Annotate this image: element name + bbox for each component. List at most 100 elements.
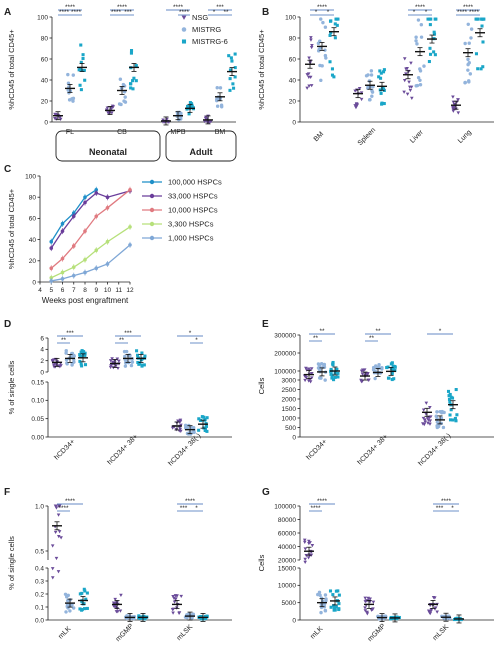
x-axis-label: Weeks post engraftment	[42, 296, 129, 305]
point-mistrg6	[385, 366, 389, 370]
sig-stars: *	[189, 330, 192, 337]
point-mistrg6	[449, 395, 453, 399]
point-nsg	[360, 372, 365, 376]
point-mistrg6	[233, 52, 237, 56]
point-mistrg6	[79, 43, 83, 47]
point-mistrg	[130, 360, 135, 364]
sig-stars: ****	[111, 9, 122, 16]
data-point	[83, 270, 87, 275]
sig-stars: ****	[317, 4, 328, 11]
point-mistrg	[463, 81, 467, 85]
point-mistrg	[66, 72, 70, 77]
point-mistrg	[364, 74, 369, 78]
x-category-label: Lung	[457, 129, 473, 145]
y-tick-label: 200000	[274, 350, 296, 357]
point-mistrg	[70, 603, 74, 607]
sig-stars: **	[61, 337, 67, 344]
sig-stars: ***	[436, 505, 444, 512]
legend-marker	[149, 235, 155, 241]
point-mistrg6	[448, 418, 453, 422]
point-nsg	[407, 85, 412, 89]
x-category-label: mLK	[57, 625, 72, 640]
sig-stars: ****	[117, 4, 128, 11]
sig-stars: **	[319, 328, 325, 335]
data-point	[94, 214, 99, 219]
point-nsg	[361, 368, 366, 373]
x-category-label: hCD34+	[305, 438, 328, 461]
point-mistrg6	[187, 104, 191, 109]
point-mistrg	[466, 57, 470, 62]
point-mistrg	[323, 48, 327, 52]
point-mistrg6	[80, 607, 84, 612]
data-point	[105, 239, 110, 244]
legend-label: MISTRG	[192, 25, 221, 34]
point-nsg	[404, 72, 408, 76]
point-mistrg	[317, 363, 321, 367]
point-mistrg	[71, 99, 75, 103]
point-nsg	[428, 415, 433, 419]
data-point	[49, 239, 54, 244]
point-mistrg6	[231, 82, 235, 86]
sig-stars: *	[195, 505, 198, 512]
legend-label: 10,000 HSPCs	[168, 206, 218, 215]
point-nsg	[53, 530, 58, 535]
point-mistrg6	[84, 597, 88, 601]
point-mistrg	[466, 68, 470, 72]
y-tick-label: 40000	[278, 544, 296, 551]
point-mistrg6	[390, 370, 394, 374]
point-mistrg	[191, 430, 196, 434]
point-mistrg6	[77, 68, 81, 72]
point-mistrg6	[78, 359, 82, 363]
point-nsg	[310, 43, 314, 48]
point-mistrg6	[83, 363, 88, 367]
point-nsg	[357, 87, 362, 91]
point-mistrg6	[131, 87, 135, 91]
point-mistrg6	[395, 615, 399, 619]
x-category-label: hCD34+	[53, 438, 76, 461]
point-mistrg6	[230, 59, 234, 63]
panel-label: E	[262, 319, 269, 330]
panel-label: B	[262, 7, 269, 18]
y-tick-label: 0	[44, 119, 48, 126]
y-tick-label: 0.2	[35, 591, 44, 598]
y-tick-label: 20000	[278, 557, 296, 564]
point-mistrg	[422, 64, 426, 68]
point-mistrg6	[136, 353, 140, 357]
point-mistrg6	[434, 17, 438, 21]
y-axis-label: %hCD45 of total CD45+	[7, 29, 16, 110]
point-mistrg6	[78, 355, 82, 359]
y-tick-label: 15000	[278, 565, 296, 572]
point-mistrg6	[433, 53, 437, 57]
y-tick-label: 20	[29, 258, 37, 265]
point-mistrg6	[142, 363, 146, 367]
y-tick-label: 0.3	[35, 578, 44, 585]
data-point	[60, 229, 65, 233]
sig-stars: *	[413, 9, 416, 16]
point-mistrg	[369, 69, 374, 73]
x-tick-label: 12	[126, 287, 134, 294]
point-mistrg6	[83, 353, 87, 357]
point-mistrg6	[426, 17, 430, 21]
point-mistrg6	[232, 86, 236, 90]
point-mistrg6	[137, 362, 141, 366]
point-mistrg6	[333, 375, 337, 379]
sig-stars: **	[375, 328, 381, 335]
point-mistrg	[319, 17, 323, 21]
point-mistrg6	[454, 388, 458, 392]
data-point	[128, 225, 132, 229]
point-mistrg6	[228, 77, 232, 81]
sig-stars: *	[327, 9, 330, 16]
point-mistrg6	[447, 394, 451, 398]
point-mistrg	[66, 88, 70, 92]
data-point	[83, 200, 87, 205]
y-tick-label: 80	[289, 35, 297, 42]
data-point	[49, 279, 54, 283]
point-mistrg	[215, 86, 219, 90]
point-nsg	[402, 57, 407, 61]
point-mistrg	[122, 99, 126, 103]
x-category-label: FL	[66, 129, 74, 136]
point-nsg	[428, 422, 432, 426]
data-point	[71, 273, 76, 278]
point-mistrg6	[137, 614, 141, 618]
